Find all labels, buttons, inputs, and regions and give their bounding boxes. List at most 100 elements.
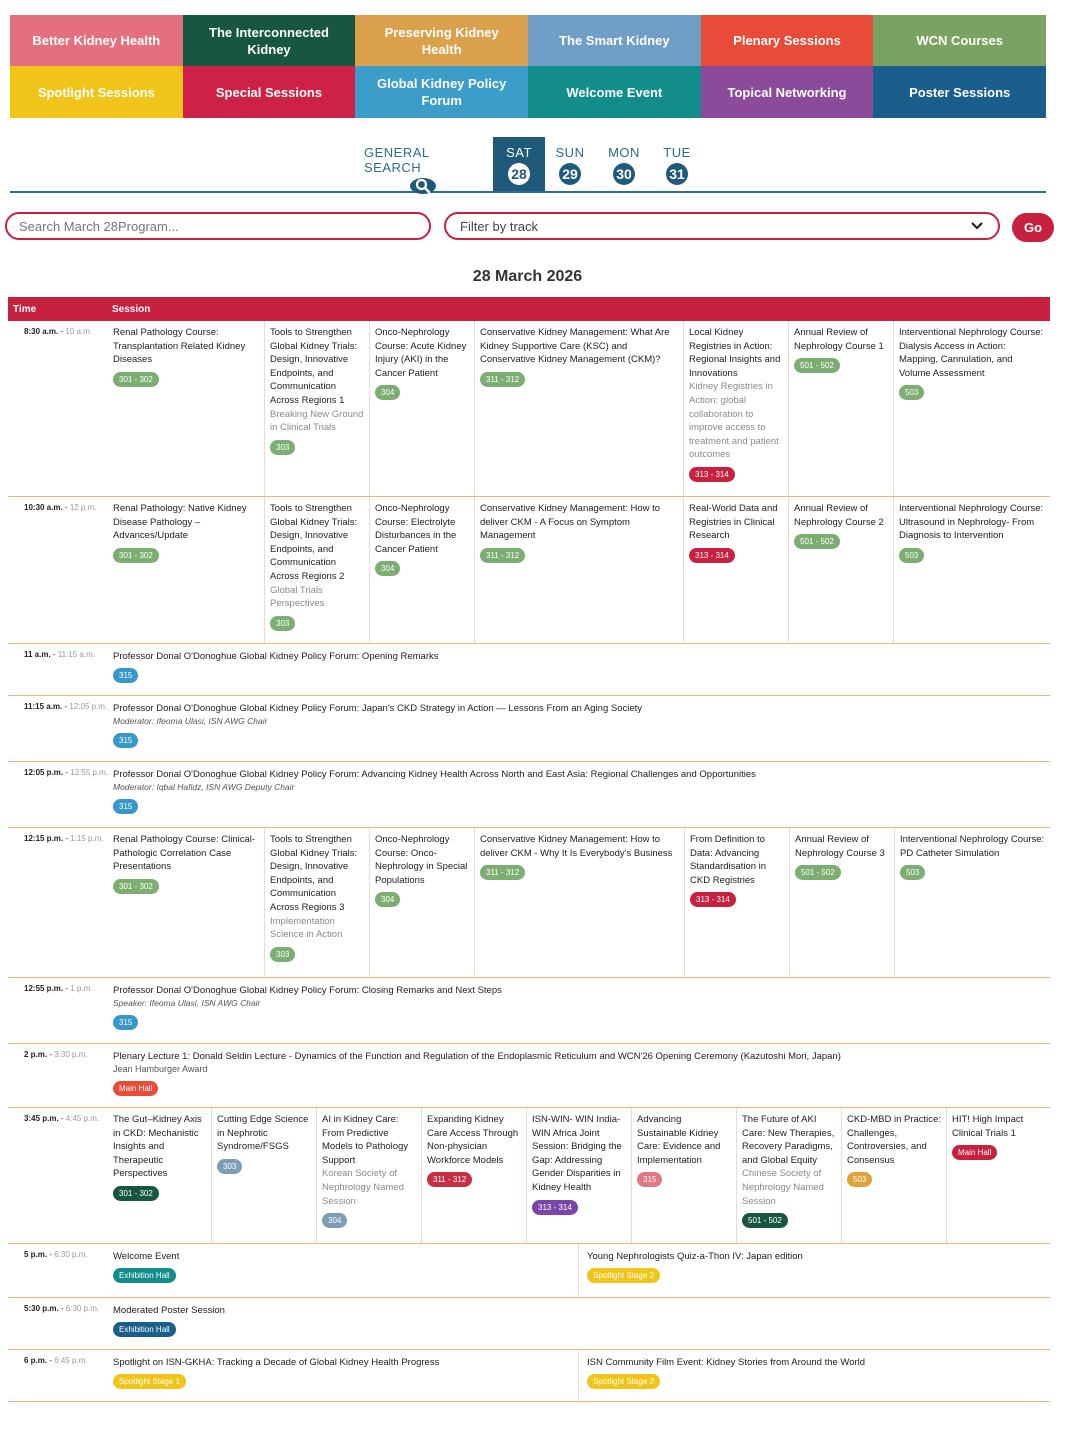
session-cell[interactable]: Interventional Nephrology Course: PD Cat… xyxy=(894,828,1050,977)
room-badge[interactable]: Main Hall xyxy=(113,1081,159,1096)
room-badge[interactable]: 303 xyxy=(270,946,296,962)
room-badge[interactable]: Main Hall xyxy=(952,1145,998,1161)
session-cell[interactable]: Conservative Kidney Management: How to d… xyxy=(474,828,684,977)
session-cell[interactable]: Interventional Nephrology Course: Dialys… xyxy=(893,321,1050,496)
room-badge[interactable]: 313 - 314 xyxy=(689,547,735,563)
session-cell[interactable]: Spotlight on ISN-GKHA: Tracking a Decade… xyxy=(105,1350,578,1401)
room-badge[interactable]: 313 - 314 xyxy=(689,466,735,482)
room-badge[interactable]: 501 - 502 xyxy=(795,865,841,881)
program-search-input[interactable] xyxy=(5,212,431,240)
track-tile[interactable]: Global Kidney Policy Forum xyxy=(355,66,528,118)
session-cell[interactable]: Professor Donal O'Donoghue Global Kidney… xyxy=(105,978,1050,1043)
session-cell[interactable]: Renal Pathology Course: Transplantation … xyxy=(105,321,264,496)
session-cell[interactable]: ISN Community Film Event: Kidney Stories… xyxy=(578,1350,1050,1401)
room-badge[interactable]: 301 - 302 xyxy=(113,1185,159,1201)
room-badge[interactable]: 303 xyxy=(270,615,296,631)
session-cell[interactable]: Tools to Strengthen Global Kidney Trials… xyxy=(264,828,369,977)
day-tab-mon[interactable]: MON 30 xyxy=(604,137,644,191)
room-badge[interactable]: 503 xyxy=(847,1172,873,1188)
session-cell[interactable]: Expanding Kidney Care Access Through Non… xyxy=(421,1108,526,1243)
room-badge[interactable]: 315 xyxy=(113,799,139,814)
go-button[interactable]: Go xyxy=(1012,213,1054,242)
session-cell[interactable]: Professor Donal O'Donoghue Global Kidney… xyxy=(105,644,1050,695)
room-badge[interactable]: 311 - 312 xyxy=(427,1172,473,1188)
session-cell[interactable]: Annual Review of Nephrology Course 2 501 … xyxy=(788,497,893,643)
session-cell[interactable]: Annual Review of Nephrology Course 3 501 … xyxy=(789,828,894,977)
session-cell[interactable]: Welcome Event Exhibition Hall xyxy=(105,1244,578,1297)
track-tile[interactable]: The Interconnected Kidney xyxy=(182,15,356,66)
room-badge[interactable]: Spotlight Stage 2 xyxy=(587,1374,660,1389)
session-cell[interactable]: Professor Donal O'Donoghue Global Kidney… xyxy=(105,762,1050,827)
room-badge[interactable]: 303 xyxy=(217,1158,243,1174)
room-badge[interactable]: 501 - 502 xyxy=(794,534,840,550)
room-badge[interactable]: 304 xyxy=(375,385,401,401)
room-badge[interactable]: 503 xyxy=(899,547,925,563)
session-cell[interactable]: Tools to Strengthen Global Kidney Trials… xyxy=(264,321,369,496)
room-badge[interactable]: 315 xyxy=(113,1015,139,1030)
session-cell[interactable]: HIT! High Impact Clinical Trials 1 Main H… xyxy=(946,1108,1050,1243)
room-badge[interactable]: 315 xyxy=(113,733,139,748)
track-tile[interactable]: Plenary Sessions xyxy=(700,15,874,66)
room-badge[interactable]: 313 - 314 xyxy=(532,1199,578,1215)
session-cell[interactable]: Onco-Nephrology Course: Acute Kidney Inj… xyxy=(369,321,474,496)
room-badge[interactable]: 503 xyxy=(900,865,926,881)
session-cell[interactable]: Conservative Kidney Management: What Are… xyxy=(474,321,683,496)
track-tile[interactable]: Poster Sessions xyxy=(873,66,1046,118)
session-cell[interactable]: From Definition to Data: Advancing Stand… xyxy=(684,828,789,977)
room-badge[interactable]: 315 xyxy=(637,1172,663,1188)
track-tile[interactable]: Spotlight Sessions xyxy=(10,66,183,118)
track-tile[interactable]: Welcome Event xyxy=(528,66,701,118)
session-cell[interactable]: Real-World Data and Registries in Clinic… xyxy=(683,497,788,643)
session-cell[interactable]: Annual Review of Nephrology Course 1 501 … xyxy=(788,321,893,496)
session-cell[interactable]: Conservative Kidney Management: How to d… xyxy=(474,497,683,643)
room-badge[interactable]: 313 - 314 xyxy=(690,892,736,908)
room-badge[interactable]: Spotlight Stage 1 xyxy=(113,1374,186,1389)
session-cell[interactable]: Onco-Nephrology Course: Onco-Nephrology … xyxy=(369,828,474,977)
day-tab-sat[interactable]: SAT 28 xyxy=(493,137,545,191)
room-badge[interactable]: 311 - 312 xyxy=(480,547,526,563)
session-cell[interactable]: Plenary Lecture 1: Donald Seldin Lecture… xyxy=(105,1044,1050,1107)
session-cell[interactable]: Renal Pathology: Native Kidney Disease P… xyxy=(105,497,264,643)
session-cell[interactable]: Moderated Poster Session Exhibition Hall xyxy=(105,1298,1050,1349)
day-tab-tue[interactable]: TUE 31 xyxy=(657,137,697,191)
session-cell[interactable]: Local Kidney Registries in Action: Regio… xyxy=(683,321,788,496)
session-cell[interactable]: Renal Pathology Course: Clinical-Patholo… xyxy=(105,828,264,977)
room-badge[interactable]: 503 xyxy=(899,385,925,401)
room-badge[interactable]: 501 - 502 xyxy=(794,358,840,374)
track-tile[interactable]: WCN Courses xyxy=(873,15,1046,66)
room-badge[interactable]: 301 - 302 xyxy=(113,547,159,563)
day-tab-sun[interactable]: SUN 29 xyxy=(550,137,590,191)
room-badge[interactable]: Exhibition Hall xyxy=(113,1268,176,1283)
session-cell[interactable]: AI in Kidney Care: From Predictive Model… xyxy=(316,1108,421,1243)
session-cell[interactable]: CKD-MBD in Practice: Challenges, Controv… xyxy=(841,1108,946,1243)
track-filter-select[interactable]: Filter by track xyxy=(444,212,1000,240)
track-tile[interactable]: Special Sessions xyxy=(182,66,356,118)
room-badge[interactable]: Exhibition Hall xyxy=(113,1322,176,1337)
track-tile[interactable]: Topical Networking xyxy=(700,66,874,118)
track-tile[interactable]: The Smart Kidney xyxy=(528,15,701,66)
room-badge[interactable]: 304 xyxy=(375,561,401,577)
session-cell[interactable]: Interventional Nephrology Course: Ultras… xyxy=(893,497,1050,643)
session-cell[interactable]: Onco-Nephrology Course: Electrolyte Dist… xyxy=(369,497,474,643)
track-tile[interactable]: Preserving Kidney Health xyxy=(355,15,528,66)
general-search-button[interactable]: GENERAL SEARCH xyxy=(364,137,482,194)
room-badge[interactable]: 303 xyxy=(270,439,296,455)
track-tile[interactable]: Better Kidney Health xyxy=(10,15,183,66)
room-badge[interactable]: 315 xyxy=(113,668,139,683)
session-cell[interactable]: The Gut–Kidney Axis in CKD: Mechanistic … xyxy=(105,1108,211,1243)
session-cell[interactable]: Cutting Edge Science in Nephrotic Syndro… xyxy=(211,1108,316,1243)
room-badge[interactable]: 501 - 502 xyxy=(742,1213,788,1229)
session-cell[interactable]: Professor Donal O'Donoghue Global Kidney… xyxy=(105,696,1050,761)
room-badge[interactable]: 301 - 302 xyxy=(113,371,159,387)
session-cell[interactable]: ISN-WIN- WIN India-WIN Africa Joint Sess… xyxy=(526,1108,631,1243)
room-badge[interactable]: 304 xyxy=(322,1213,348,1229)
room-badge[interactable]: 311 - 312 xyxy=(480,865,526,881)
session-cell[interactable]: Advancing Sustainable Kidney Care: Evide… xyxy=(631,1108,736,1243)
room-badge[interactable]: 304 xyxy=(375,892,401,908)
session-cell[interactable]: Tools to Strengthen Global Kidney Trials… xyxy=(264,497,369,643)
room-badge[interactable]: Spotlight Stage 2 xyxy=(587,1268,660,1283)
room-badge[interactable]: 301 - 302 xyxy=(113,878,159,894)
session-cell[interactable]: The Future of AKI Care: New Therapies, R… xyxy=(736,1108,841,1243)
session-cell[interactable]: Young Nephrologists Quiz-a-Thon IV: Japa… xyxy=(578,1244,1050,1297)
room-badge[interactable]: 311 - 312 xyxy=(480,371,526,387)
